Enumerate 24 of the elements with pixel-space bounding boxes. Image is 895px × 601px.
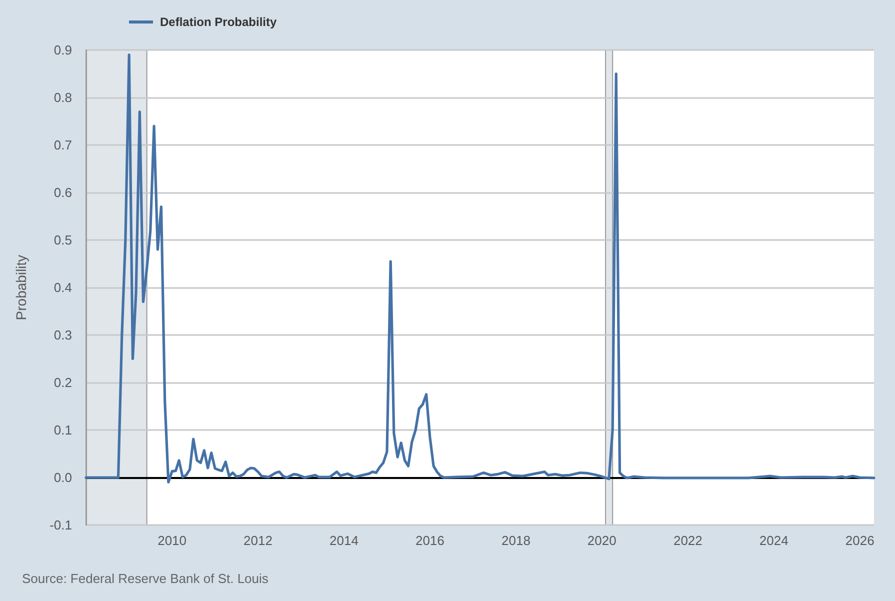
y-tick-label: 0.2	[54, 375, 72, 390]
x-tick-label: 2026	[845, 533, 874, 548]
x-tick-label: 2022	[673, 533, 702, 548]
y-tick-label: 0.5	[54, 232, 72, 248]
y-tick-label: -0.1	[50, 518, 72, 532]
line-series	[84, 53, 876, 484]
y-tick-label: 0.3	[54, 328, 72, 342]
y-axis-title: Probability	[13, 254, 29, 320]
x-tick-label: 2020	[587, 533, 616, 548]
x-tick-label: 2024	[759, 533, 788, 548]
y-tick-label: 0.0	[54, 470, 72, 485]
x-tick-label: 2018	[501, 533, 530, 548]
y-tick-label: 0.4	[54, 280, 72, 295]
legend-label: Deflation Probability	[160, 15, 278, 29]
x-tick-label: 2016	[415, 533, 444, 548]
y-tick-label: 0.1	[54, 422, 72, 438]
x-tick-label: 2012	[244, 533, 272, 548]
source-note: Source: Federal Reserve Bank of St. Louis	[22, 571, 269, 586]
y-tick-label: 0.8	[54, 90, 72, 105]
y-tick-label: 0.7	[54, 138, 72, 152]
y-tick-label: 0.9	[54, 42, 72, 58]
x-tick-label: 2014	[330, 533, 358, 548]
y-tick-label: 0.6	[54, 185, 72, 200]
x-tick-label: 2010	[158, 533, 186, 548]
